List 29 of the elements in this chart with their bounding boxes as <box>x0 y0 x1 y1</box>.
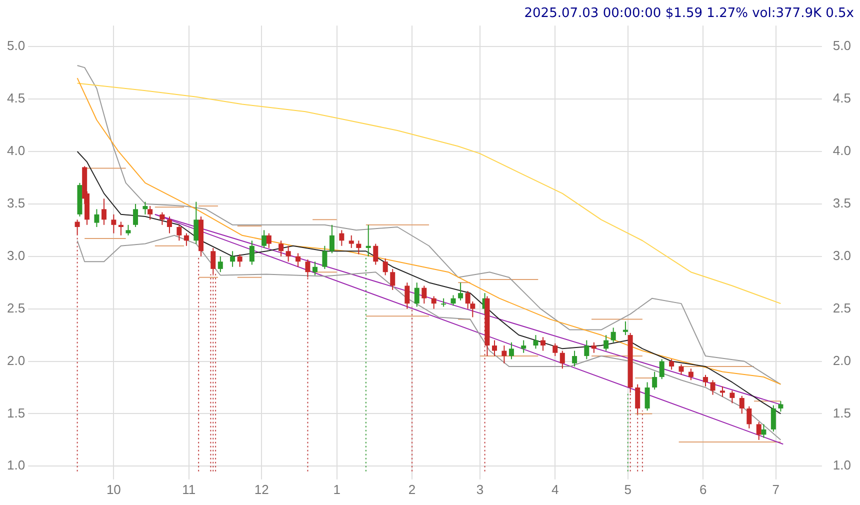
x-tick-label: 6 <box>699 482 707 497</box>
y2-tick-label: 3.5 <box>832 196 852 210</box>
chart-title: 2025.07.03 00:00:00 $1.59 1.27% vol:377.9K 0.5x <box>524 6 854 22</box>
x-tick-label: 11 <box>182 482 196 497</box>
y-tick-label: 4.0 <box>6 143 26 158</box>
x-tick-label: 3 <box>476 482 484 497</box>
y2-tick-label: 2.0 <box>832 352 852 368</box>
y2-tick-label: 4.0 <box>832 143 852 158</box>
y-tick-label: 3.0 <box>6 248 26 263</box>
y2-tick-label: 2.5 <box>832 300 852 316</box>
y-tick-label: 2.0 <box>6 352 26 368</box>
x-tick-label: 5 <box>624 482 632 497</box>
x-tick-label: 2 <box>408 482 416 497</box>
y-tick-label: 1.0 <box>6 458 26 473</box>
x-tick-label: 4 <box>552 482 559 497</box>
y-tick-label: 1.5 <box>6 405 26 420</box>
y-tick-label: 2.5 <box>6 300 26 316</box>
y2-tick-label: 3.0 <box>832 248 852 263</box>
y-tick-label: 4.5 <box>6 90 26 106</box>
x-tick-label: 10 <box>106 482 121 497</box>
y2-tick-label: 4.5 <box>832 90 852 106</box>
y-tick-label: 5.0 <box>6 38 26 54</box>
x-tick-label: 12 <box>254 482 269 497</box>
y2-tick-label: 1.0 <box>832 458 852 473</box>
x-tick-label: 1 <box>333 482 340 497</box>
y-tick-label: 3.5 <box>6 196 26 210</box>
x-tick-label: 7 <box>772 482 780 497</box>
y2-tick-label: 5.0 <box>832 38 852 54</box>
y2-tick-label: 1.5 <box>832 405 852 420</box>
